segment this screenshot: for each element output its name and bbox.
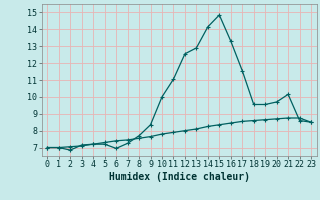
X-axis label: Humidex (Indice chaleur): Humidex (Indice chaleur) [109,172,250,182]
